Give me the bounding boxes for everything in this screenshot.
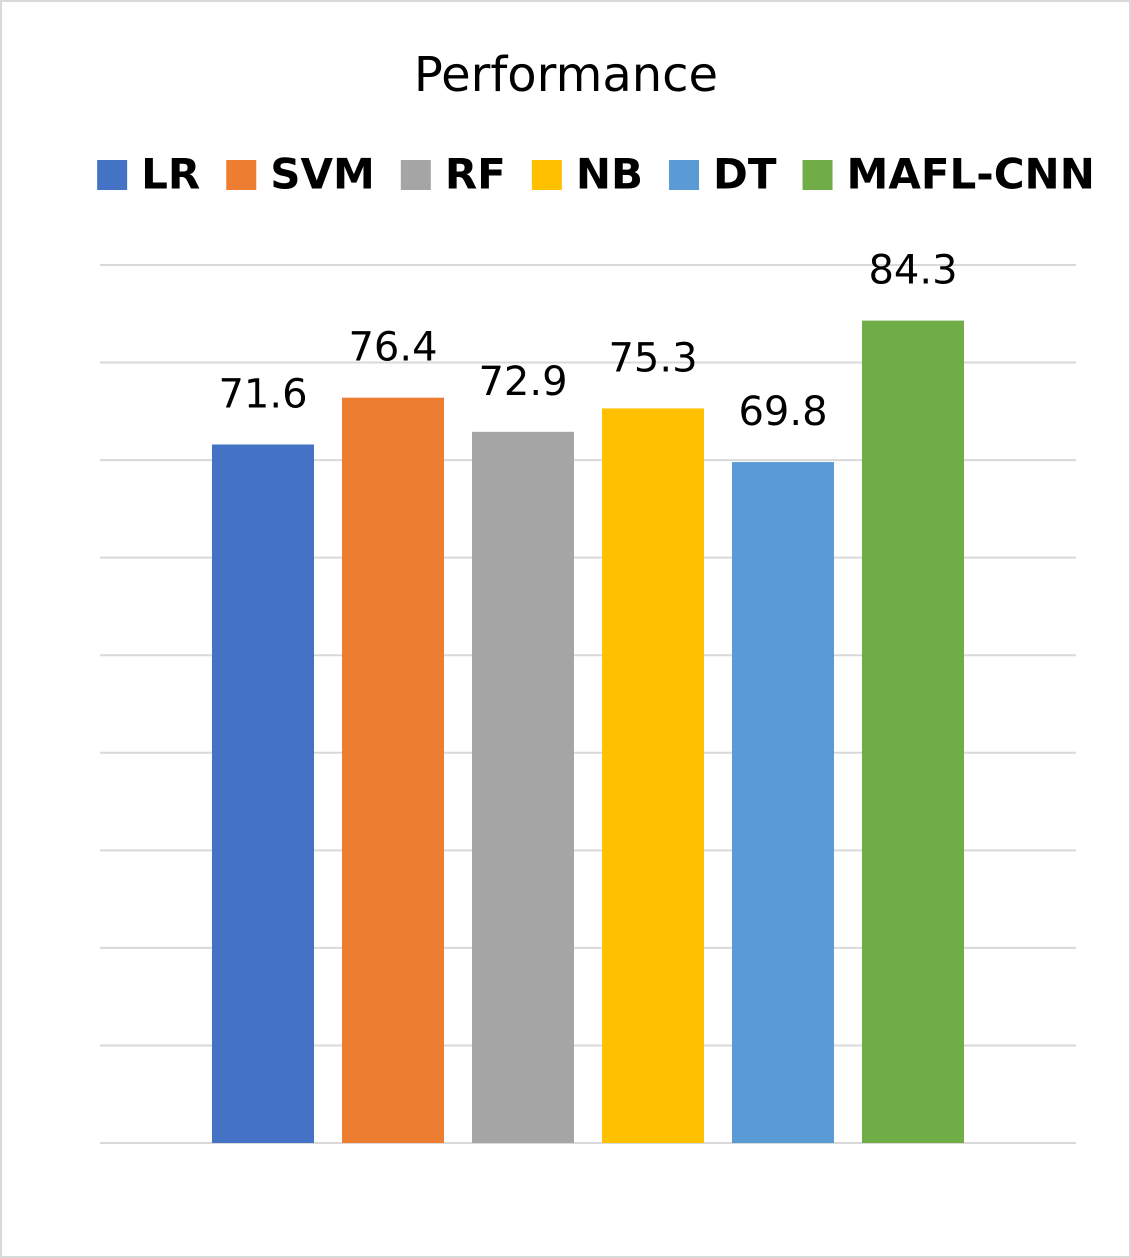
legend-swatch bbox=[531, 160, 562, 190]
legend-swatch bbox=[400, 160, 431, 190]
legend-label: MAFL-CNN bbox=[847, 150, 1095, 199]
legend-label: RF bbox=[445, 150, 506, 199]
data-label: 84.3 bbox=[868, 248, 957, 294]
bar bbox=[212, 444, 314, 1144]
legend-label: SVM bbox=[270, 150, 375, 199]
legend-label: LR bbox=[141, 150, 200, 199]
legend-label: DT bbox=[713, 150, 777, 199]
legend-swatch bbox=[97, 160, 128, 190]
data-label: 75.3 bbox=[608, 335, 697, 381]
bar bbox=[862, 320, 964, 1143]
data-label: 76.4 bbox=[348, 325, 437, 371]
bar bbox=[602, 408, 704, 1143]
chart-title: Performance bbox=[414, 47, 718, 103]
bar bbox=[732, 462, 834, 1143]
data-label: 69.8 bbox=[738, 389, 827, 435]
legend-swatch bbox=[802, 160, 833, 190]
data-label: 72.9 bbox=[478, 359, 567, 405]
legend-swatch bbox=[226, 160, 257, 190]
data-label: 71.6 bbox=[218, 372, 307, 418]
bar bbox=[342, 397, 444, 1144]
bar bbox=[472, 431, 574, 1143]
legend-swatch bbox=[669, 160, 700, 190]
legend-label: NB bbox=[576, 150, 643, 199]
